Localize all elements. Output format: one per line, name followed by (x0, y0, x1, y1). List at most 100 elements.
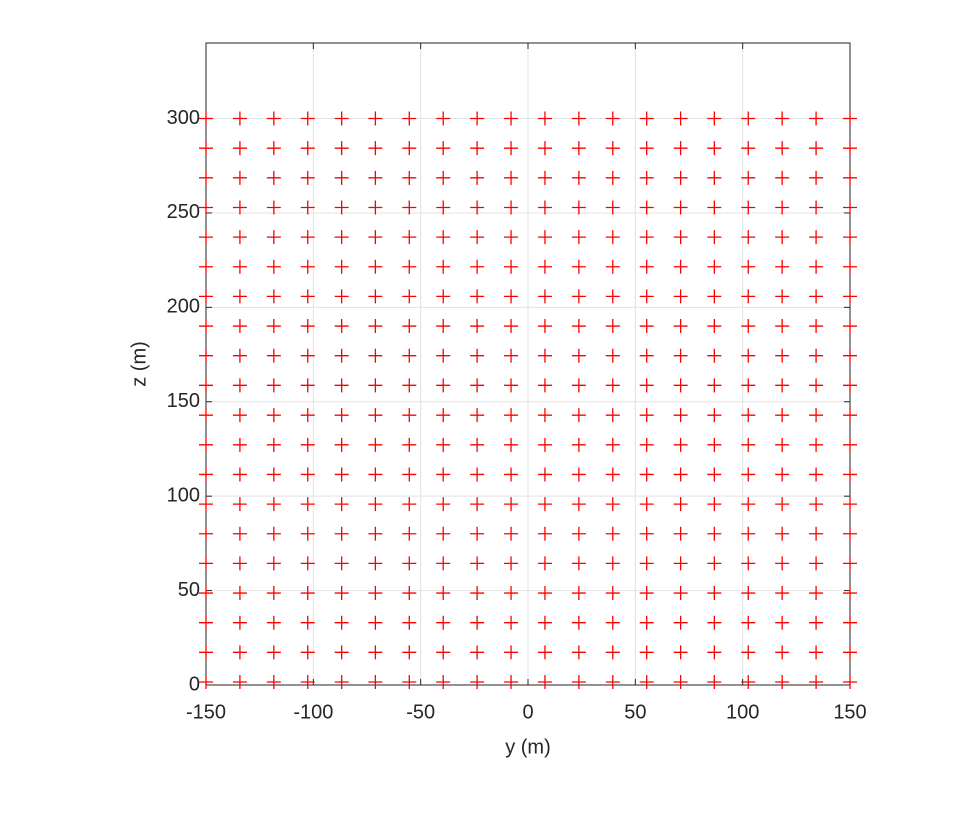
marker (707, 141, 722, 156)
marker (504, 467, 519, 482)
marker (232, 437, 247, 452)
marker (368, 289, 383, 304)
marker (673, 408, 688, 423)
marker (741, 289, 756, 304)
marker (436, 319, 451, 334)
marker (843, 497, 857, 512)
marker (368, 111, 383, 126)
marker (843, 674, 857, 689)
marker (605, 674, 620, 689)
marker (232, 467, 247, 482)
y-tick-label: 50 (178, 579, 200, 601)
marker (537, 230, 552, 245)
marker (843, 408, 857, 423)
marker (775, 170, 790, 185)
marker (436, 467, 451, 482)
marker (436, 497, 451, 512)
marker (470, 348, 485, 363)
marker (436, 141, 451, 156)
marker (707, 230, 722, 245)
marker (199, 200, 213, 215)
marker (605, 289, 620, 304)
marker (436, 556, 451, 571)
marker (504, 408, 519, 423)
marker (300, 586, 315, 601)
marker (809, 674, 824, 689)
x-tick-label: 100 (726, 701, 759, 723)
marker (334, 111, 349, 126)
marker (266, 200, 281, 215)
marker (537, 437, 552, 452)
marker (741, 170, 756, 185)
marker (470, 615, 485, 630)
marker (300, 556, 315, 571)
marker (673, 259, 688, 274)
marker (639, 674, 654, 689)
marker (470, 467, 485, 482)
marker (809, 378, 824, 393)
marker (639, 408, 654, 423)
marker (368, 348, 383, 363)
marker (605, 556, 620, 571)
marker (504, 230, 519, 245)
marker (537, 408, 552, 423)
marker (402, 526, 417, 541)
marker (571, 586, 586, 601)
marker (571, 348, 586, 363)
x-tick-label: -100 (293, 701, 333, 723)
marker (537, 319, 552, 334)
marker (199, 348, 213, 363)
marker (266, 645, 281, 660)
marker (741, 586, 756, 601)
marker (334, 556, 349, 571)
marker (537, 141, 552, 156)
marker (334, 319, 349, 334)
marker (266, 467, 281, 482)
x-tick-label: 50 (624, 701, 646, 723)
marker (300, 348, 315, 363)
marker (707, 556, 722, 571)
marker (605, 378, 620, 393)
marker (673, 289, 688, 304)
y-tick-label: 200 (167, 296, 200, 318)
marker (707, 526, 722, 541)
marker (334, 586, 349, 601)
marker (300, 497, 315, 512)
marker (673, 556, 688, 571)
marker (707, 378, 722, 393)
marker (199, 230, 213, 245)
marker (266, 319, 281, 334)
marker (537, 586, 552, 601)
marker (809, 586, 824, 601)
marker (232, 378, 247, 393)
y-tick-label: 0 (189, 673, 200, 695)
marker (843, 437, 857, 452)
marker (470, 645, 485, 660)
marker (707, 674, 722, 689)
marker (707, 408, 722, 423)
marker (537, 497, 552, 512)
marker (741, 348, 756, 363)
marker (639, 615, 654, 630)
marker (775, 259, 790, 274)
marker (504, 111, 519, 126)
marker (843, 170, 857, 185)
marker (266, 170, 281, 185)
marker (775, 615, 790, 630)
marker (775, 200, 790, 215)
marker (605, 111, 620, 126)
marker (673, 615, 688, 630)
marker (436, 645, 451, 660)
marker (232, 674, 247, 689)
marker (368, 408, 383, 423)
marker (673, 586, 688, 601)
marker (639, 556, 654, 571)
marker (266, 259, 281, 274)
marker (436, 674, 451, 689)
marker (266, 497, 281, 512)
marker (232, 497, 247, 512)
marker (402, 378, 417, 393)
marker (368, 319, 383, 334)
marker (199, 674, 213, 689)
marker (199, 556, 213, 571)
